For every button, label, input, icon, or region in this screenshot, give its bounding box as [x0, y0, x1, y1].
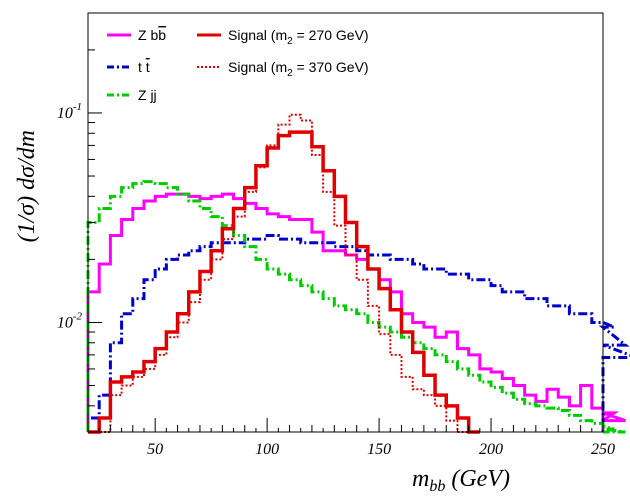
- x-tick-label: 250: [591, 441, 615, 458]
- ticks-layer: 50 100 150 200 250 10-1 10-2: [57, 49, 615, 458]
- legend-label-zjj: Z jj: [138, 87, 157, 103]
- y-axis-label: (1/σ) dσ/dm: [14, 130, 40, 242]
- series-layer: [86, 113, 630, 434]
- x-tick-label: 50: [147, 441, 163, 458]
- x-tick-label: 200: [479, 441, 503, 458]
- legend-label-sig270: Signal (m2 = 270 GeV): [228, 27, 369, 47]
- series-zjj: [86, 180, 626, 434]
- legend-label-zbb: Z bb: [138, 27, 166, 43]
- x-tick-label: 100: [255, 441, 279, 458]
- y-tick-label: 10-1: [57, 101, 82, 122]
- x-tick-label: 150: [367, 441, 391, 458]
- y-tick-label: 10-2: [57, 310, 83, 331]
- series-sig370: [88, 113, 469, 433]
- legend-label-sig370: Signal (m2 = 370 GeV): [228, 59, 369, 79]
- legend: Z bb t t Z jj Signal (m2 = 270 GeV) Signal (…: [107, 27, 369, 103]
- series-tt: [86, 234, 630, 432]
- x-axis-label: mbb (GeV): [412, 466, 510, 495]
- legend-label-tt: t t: [138, 59, 150, 75]
- series-sig270: [88, 130, 480, 434]
